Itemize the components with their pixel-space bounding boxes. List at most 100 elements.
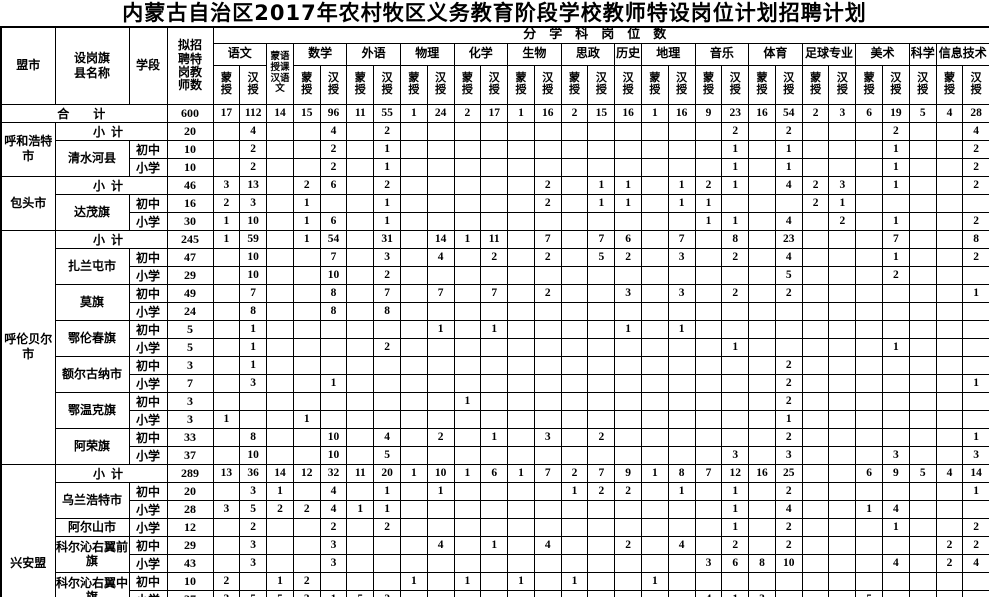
value-cell: 2 bbox=[533, 193, 562, 213]
value-cell bbox=[801, 139, 830, 159]
value-cell: 1 bbox=[212, 229, 241, 249]
value-cell bbox=[908, 589, 937, 597]
planned-cell: 3 bbox=[166, 409, 214, 429]
value-cell bbox=[774, 301, 803, 321]
value-cell: 8 bbox=[373, 301, 401, 321]
value-cell: 4 bbox=[533, 535, 562, 555]
value-cell: 1 bbox=[721, 211, 750, 231]
value-cell bbox=[855, 157, 884, 177]
value-cell bbox=[935, 391, 964, 411]
value-cell bbox=[641, 337, 669, 357]
value-cell bbox=[346, 265, 375, 285]
value-cell bbox=[560, 211, 589, 231]
value-cell bbox=[962, 193, 989, 213]
value-cell: 25 bbox=[774, 463, 803, 483]
value-cell bbox=[908, 229, 937, 249]
value-cell bbox=[266, 121, 294, 141]
value-cell bbox=[748, 535, 776, 555]
value-cell bbox=[533, 499, 562, 519]
planned-cell: 37 bbox=[166, 445, 214, 465]
header-subject: 物理 bbox=[399, 42, 455, 66]
value-cell bbox=[587, 301, 616, 321]
table-row: 小学 5 1 2 1 1 bbox=[1, 337, 989, 357]
stage-cell: 初中 bbox=[128, 427, 168, 447]
value-cell bbox=[721, 265, 750, 285]
value-cell bbox=[801, 283, 830, 303]
value-cell: 2 bbox=[774, 121, 803, 141]
value-cell: 3 bbox=[721, 445, 750, 465]
value-cell bbox=[641, 391, 669, 411]
value-cell bbox=[560, 301, 589, 321]
value-cell: 2 bbox=[319, 139, 348, 159]
value-cell bbox=[212, 481, 241, 501]
value-cell bbox=[587, 391, 616, 411]
value-cell: 6 bbox=[319, 175, 348, 195]
value-cell bbox=[721, 301, 750, 321]
value-cell bbox=[587, 553, 616, 573]
subtotal-label: 小计 bbox=[54, 175, 168, 195]
value-cell bbox=[694, 283, 723, 303]
value-cell: 2 bbox=[453, 103, 482, 123]
value-cell: 1 bbox=[882, 517, 910, 537]
value-cell bbox=[560, 535, 589, 555]
table-row: 科尔沁右翼中旗 初中 10 2 1 2 1 1 1 1 1 bbox=[1, 571, 989, 597]
value-cell bbox=[346, 535, 375, 555]
value-cell bbox=[373, 373, 401, 393]
value-cell: 3 bbox=[319, 553, 348, 573]
value-cell bbox=[935, 373, 964, 393]
table-row: 莫旗 初中 49 7 8 7 7 7 2 3 3 2 2 1 bbox=[1, 283, 989, 321]
value-cell bbox=[426, 571, 455, 591]
value-cell bbox=[908, 391, 937, 411]
value-cell bbox=[721, 373, 750, 393]
header-han-label-label: 汉授 bbox=[676, 71, 688, 97]
header-han-label-label: 汉授 bbox=[247, 71, 259, 97]
value-cell bbox=[480, 175, 509, 195]
planned-cell: 24 bbox=[166, 301, 214, 321]
value-cell bbox=[507, 265, 535, 285]
value-cell bbox=[935, 283, 964, 303]
value-cell bbox=[507, 445, 535, 465]
value-cell bbox=[399, 157, 428, 177]
value-cell bbox=[882, 301, 910, 321]
value-cell bbox=[801, 553, 830, 573]
value-cell: 1 bbox=[882, 211, 910, 231]
value-cell bbox=[507, 157, 535, 177]
value-cell bbox=[480, 445, 509, 465]
value-cell bbox=[399, 247, 428, 267]
subtotal-row: 呼和浩特市 小计 20 4 4 2 2 2 2 4 bbox=[0, 121, 989, 177]
value-cell: 10 bbox=[426, 463, 455, 483]
value-cell bbox=[748, 157, 776, 177]
value-cell bbox=[855, 121, 884, 141]
value-cell: 1 bbox=[774, 139, 803, 159]
value-cell: 1 bbox=[239, 319, 268, 339]
stage-cell: 初中 bbox=[128, 481, 168, 501]
value-cell bbox=[507, 247, 535, 267]
value-cell: 2 bbox=[962, 175, 989, 195]
header-mong-label: 蒙授 bbox=[801, 64, 830, 105]
value-cell: 1 bbox=[614, 175, 642, 195]
value-cell bbox=[346, 337, 375, 357]
value-cell: 5 bbox=[908, 463, 937, 483]
value-cell bbox=[721, 355, 750, 375]
value-cell: 2 bbox=[694, 175, 723, 195]
value-cell bbox=[641, 139, 669, 159]
value-cell: 16 bbox=[614, 103, 642, 123]
value-cell bbox=[908, 481, 937, 501]
value-cell bbox=[507, 121, 535, 141]
value-cell bbox=[399, 553, 428, 573]
value-cell: 3 bbox=[667, 283, 696, 303]
value-cell: 1 bbox=[373, 481, 401, 501]
planned-cell: 43 bbox=[166, 553, 214, 573]
value-cell bbox=[908, 517, 937, 537]
value-cell: 5 bbox=[239, 499, 268, 519]
value-cell: 1 bbox=[641, 463, 669, 483]
value-cell bbox=[292, 517, 321, 537]
value-cell bbox=[507, 229, 535, 249]
value-cell bbox=[908, 157, 937, 177]
value-cell: 1 bbox=[694, 211, 723, 231]
value-cell: 3 bbox=[239, 373, 268, 393]
table-row: 鄂温克旗 初中 3 1 2 bbox=[1, 391, 989, 429]
value-cell bbox=[292, 319, 321, 339]
value-cell: 6 bbox=[855, 103, 884, 123]
value-cell bbox=[266, 175, 294, 195]
